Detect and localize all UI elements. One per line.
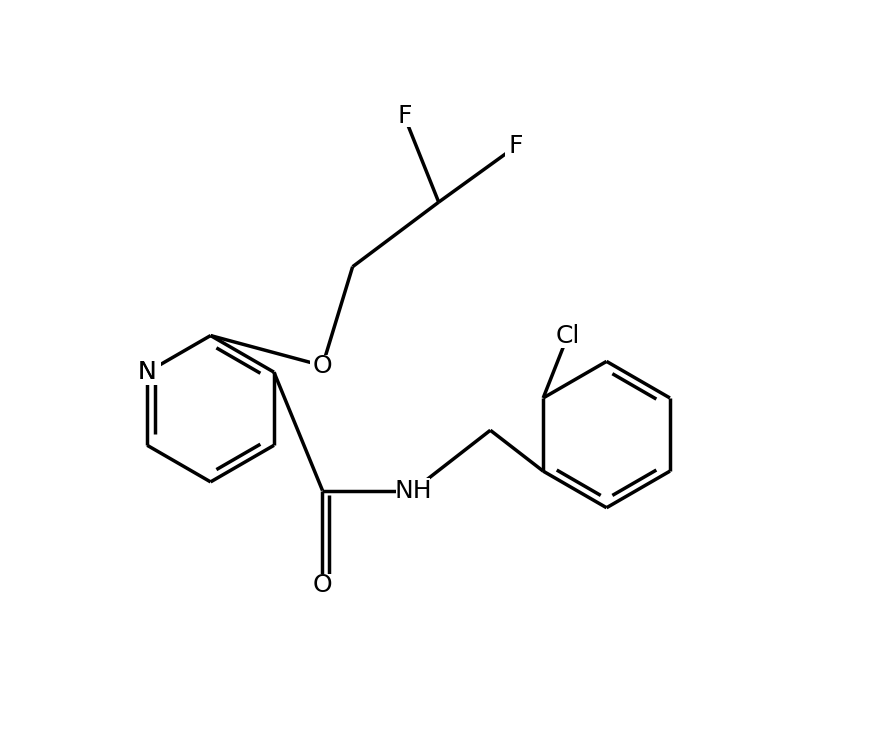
Bar (134, 359, 161, 385)
Bar (135, 360, 160, 384)
Bar (396, 479, 430, 502)
Text: O: O (313, 574, 332, 597)
Text: F: F (397, 104, 411, 128)
Text: NH: NH (394, 479, 431, 502)
Bar (310, 354, 335, 377)
Bar (551, 323, 584, 348)
Text: Cl: Cl (556, 323, 580, 348)
Bar (505, 135, 527, 158)
Bar (393, 105, 415, 127)
Text: O: O (313, 354, 332, 377)
Text: N: N (138, 360, 157, 384)
Bar (310, 574, 335, 596)
Text: F: F (509, 134, 524, 158)
Text: N: N (138, 360, 157, 384)
